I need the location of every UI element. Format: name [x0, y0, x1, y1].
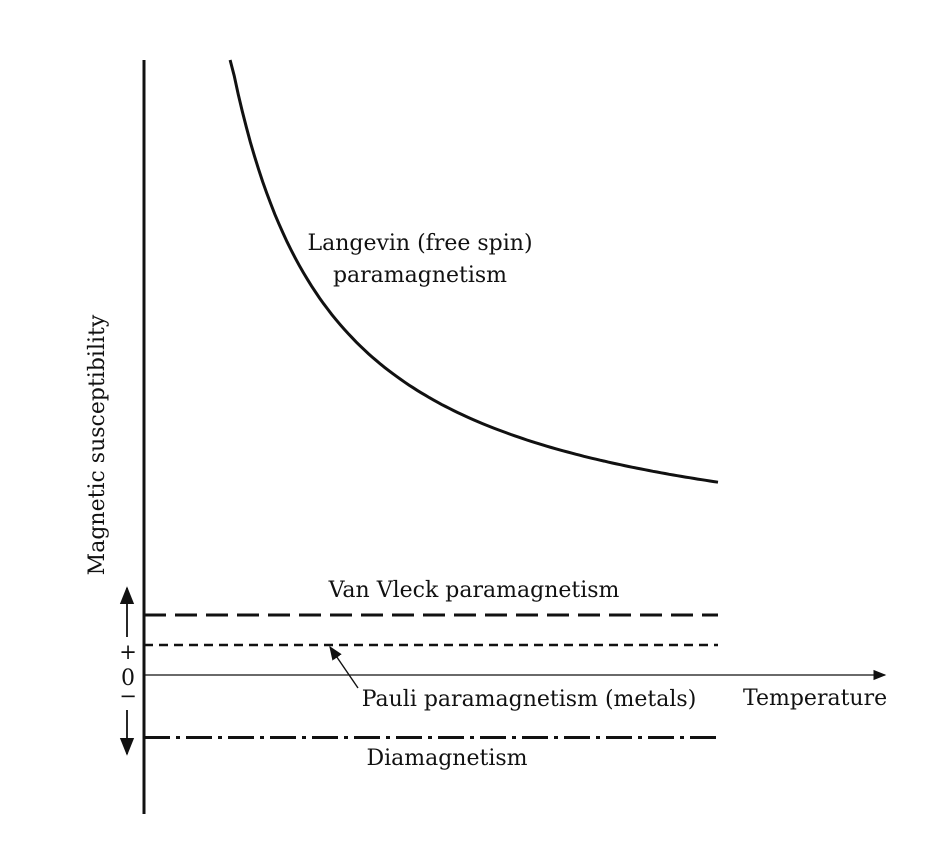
y-zero-tick-label: 0 — [121, 666, 135, 691]
langevin-label-line-2: paramagnetism — [333, 263, 507, 288]
pauli-pointer-arrow — [329, 645, 359, 689]
x-axis-label: Temperature — [743, 686, 887, 711]
diamagnetism-label: Diamagnetism — [366, 746, 527, 771]
langevin-curve — [228, 59, 719, 484]
pauli-label: Pauli paramagnetism (metals) — [362, 687, 697, 712]
langevin-label-line-1: Langevin (free spin) — [307, 231, 532, 256]
van-vleck-label: Van Vleck paramagnetism — [328, 578, 620, 603]
y-plus-sign: + — [119, 640, 137, 664]
y-minus-sign: − — [119, 684, 137, 708]
y-axis-label: Magnetic susceptibility — [85, 314, 110, 575]
